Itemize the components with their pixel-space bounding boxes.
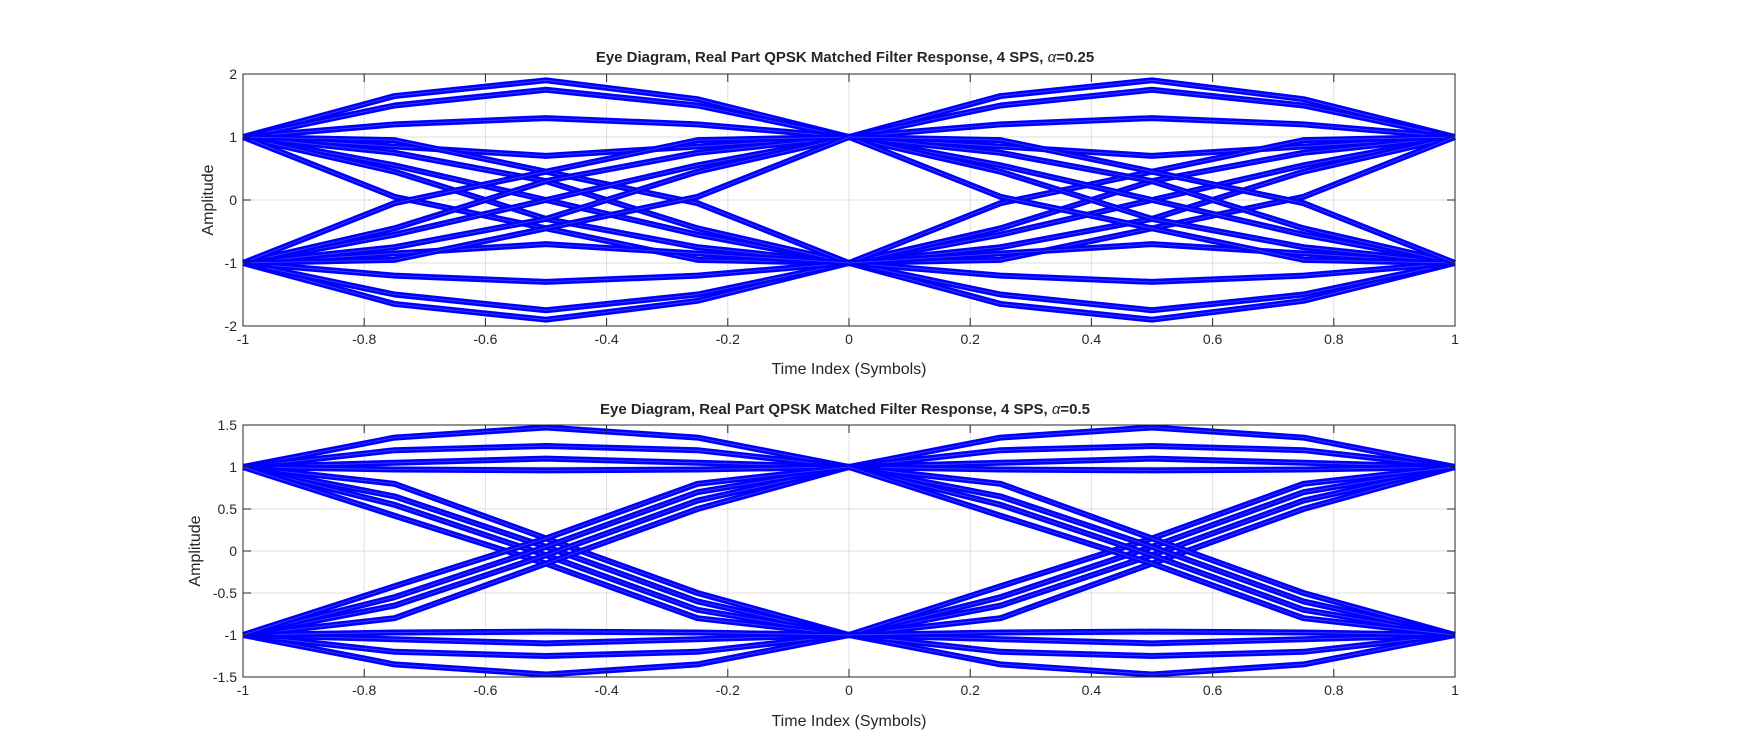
bottom-xtick-label-10: 1 (1451, 682, 1459, 698)
top-xtick-label-3: -0.4 (595, 331, 619, 347)
top-xtick-label-8: 0.6 (1203, 331, 1223, 347)
bottom-plot-ticks: -1 -0.8 -0.6 -0.4 -0.2 0 0.2 0.4 0.6 0.8 1-1.5-1-0… (213, 417, 1459, 698)
bottom-xtick-label-1: -0.8 (352, 682, 376, 698)
bottom-trace-highlight-11 (242, 631, 1456, 636)
top-ytick-label-1: -1 (225, 255, 238, 271)
bottom-xtick-label-0: -1 (237, 682, 250, 698)
top-ytick-label-3: 1 (229, 129, 237, 145)
top-xtick-label-5: 0 (845, 331, 853, 347)
bottom-plot-traces (242, 424, 1456, 678)
top-ytick-label-0: -2 (225, 318, 238, 334)
bottom-xtick-label-4: -0.2 (716, 682, 740, 698)
bottom-xtick-label-2: -0.6 (473, 682, 497, 698)
top-eye-diagram: Eye Diagram, Real Part QPSK Matched Filt… (200, 49, 1459, 378)
bottom-ytick-label-5: 1 (229, 459, 237, 475)
bottom-xtick-label-9: 0.8 (1324, 682, 1344, 698)
bottom-xtick-label-8: 0.6 (1203, 682, 1223, 698)
bottom-ytick-label-6: 1.5 (218, 417, 238, 433)
bottom-ytick-label-1: -1 (225, 627, 238, 643)
bottom-ytick-label-0: -1.5 (213, 669, 237, 685)
bottom-trace-highlight-15 (242, 466, 1456, 636)
bottom-xtick-label-3: -0.4 (595, 682, 619, 698)
bottom-xtick-label-5: 0 (845, 682, 853, 698)
top-trace-highlight-17 (242, 136, 1456, 264)
bottom-xtick-label-7: 0.4 (1082, 682, 1102, 698)
bottom-plot-ylabel: Amplitude (187, 515, 204, 586)
top-xtick-label-1: -0.8 (352, 331, 376, 347)
bottom-xtick-label-6: 0.2 (960, 682, 980, 698)
top-plot-xlabel: Time Index (Symbols) (772, 361, 927, 378)
top-xtick-label-2: -0.6 (473, 331, 497, 347)
bottom-eye-diagram: Eye Diagram, Real Part QPSK Matched Filt… (187, 401, 1459, 730)
top-ytick-label-4: 2 (229, 66, 237, 82)
bottom-ytick-label-3: 0 (229, 543, 237, 559)
top-ytick-label-2: 0 (229, 192, 237, 208)
bottom-plot-xlabel: Time Index (Symbols) (772, 713, 927, 730)
bottom-ytick-label-4: 0.5 (218, 501, 238, 517)
top-xtick-label-6: 0.2 (960, 331, 980, 347)
top-plot-ylabel: Amplitude (200, 164, 217, 235)
top-xtick-label-10: 1 (1451, 331, 1459, 347)
top-plot-title: Eye Diagram, Real Part QPSK Matched Filt… (596, 49, 1094, 66)
bottom-plot-title: Eye Diagram, Real Part QPSK Matched Filt… (600, 401, 1090, 418)
top-plot-traces (241, 77, 1457, 323)
top-xtick-label-4: -0.2 (716, 331, 740, 347)
top-xtick-label-7: 0.4 (1082, 331, 1102, 347)
top-xtick-label-9: 0.8 (1324, 331, 1344, 347)
top-xtick-label-0: -1 (237, 331, 250, 347)
bottom-ytick-label-2: -0.5 (213, 585, 237, 601)
